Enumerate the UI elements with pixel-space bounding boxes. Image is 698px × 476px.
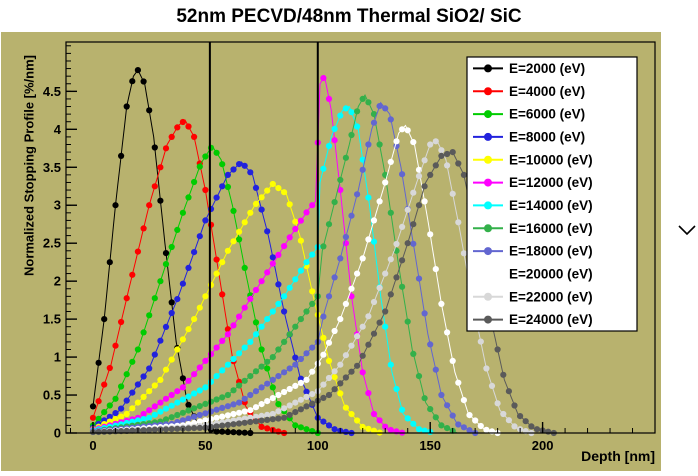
legend-entry: E=8000 (eV) [473, 129, 585, 144]
svg-text:E=6000 (eV): E=6000 (eV) [509, 107, 585, 122]
svg-text:E=18000 (eV): E=18000 (eV) [509, 244, 593, 259]
svg-text:E=16000 (eV): E=16000 (eV) [509, 221, 593, 236]
legend-entry: E=18000 (eV) [473, 244, 593, 259]
svg-text:100: 100 [307, 438, 329, 453]
axes: 0 50 100 150 200 0 0.5 1 1.5 2 2.5 3 3.5 4 4.5 [43, 45, 656, 453]
series-E-6000-eV- [89, 144, 321, 437]
svg-text:E=12000 (eV): E=12000 (eV) [509, 175, 593, 190]
svg-text:0: 0 [54, 426, 61, 441]
svg-text:2: 2 [54, 274, 61, 289]
series-E-18000-eV- [89, 101, 479, 437]
svg-text:0.5: 0.5 [43, 388, 61, 403]
svg-text:E=22000 (eV): E=22000 (eV) [509, 289, 593, 304]
legend-entry: E=4000 (eV) [473, 84, 585, 99]
chart-title: 52nm PECVD/48nm Thermal SiO2/ SiC [176, 6, 522, 27]
svg-text:E=10000 (eV): E=10000 (eV) [509, 152, 593, 167]
legend-entry: E=6000 (eV) [473, 107, 585, 122]
svg-text:E=24000 (eV): E=24000 (eV) [509, 312, 593, 327]
svg-text:E=20000 (eV): E=20000 (eV) [509, 266, 593, 281]
legend-entry: E=22000 (eV) [473, 289, 593, 304]
series-E-4000-eV- [89, 118, 288, 437]
svg-text:1: 1 [54, 350, 61, 365]
svg-text:E=2000 (eV): E=2000 (eV) [509, 61, 585, 76]
svg-text:3: 3 [54, 198, 61, 213]
legend-entry: E=14000 (eV) [473, 198, 593, 213]
legend-entry: E=20000 (eV) [473, 266, 593, 281]
legend-entry: E=2000 (eV) [473, 61, 585, 76]
legend-entry: E=12000 (eV) [473, 175, 593, 190]
svg-text:200: 200 [532, 438, 554, 453]
legend-entry: E=24000 (eV) [473, 312, 593, 327]
svg-text:50: 50 [198, 438, 212, 453]
svg-text:1.5: 1.5 [43, 312, 61, 327]
svg-text:2.5: 2.5 [43, 236, 61, 251]
svg-text:0: 0 [89, 438, 96, 453]
chevron-down-icon[interactable] [676, 222, 698, 238]
legend: E=2000 (eV) E=4000 (eV) E=6000 (eV) E=8000 … [466, 56, 638, 332]
svg-text:3.5: 3.5 [43, 160, 61, 175]
series-E-10000-eV- [89, 180, 383, 436]
svg-text:E=14000 (eV): E=14000 (eV) [509, 198, 593, 213]
legend-entry: E=10000 (eV) [473, 152, 593, 167]
svg-text:E=8000 (eV): E=8000 (eV) [509, 129, 585, 144]
svg-text:150: 150 [419, 438, 441, 453]
svg-text:4.5: 4.5 [43, 84, 61, 99]
svg-text:4: 4 [54, 122, 62, 137]
legend-entry: E=16000 (eV) [473, 221, 593, 236]
series-E-8000-eV- [89, 161, 355, 437]
svg-text:E=4000 (eV): E=4000 (eV) [509, 84, 585, 99]
x-axis-title: Depth [nm] [581, 448, 655, 464]
plot-frame [65, 41, 656, 434]
